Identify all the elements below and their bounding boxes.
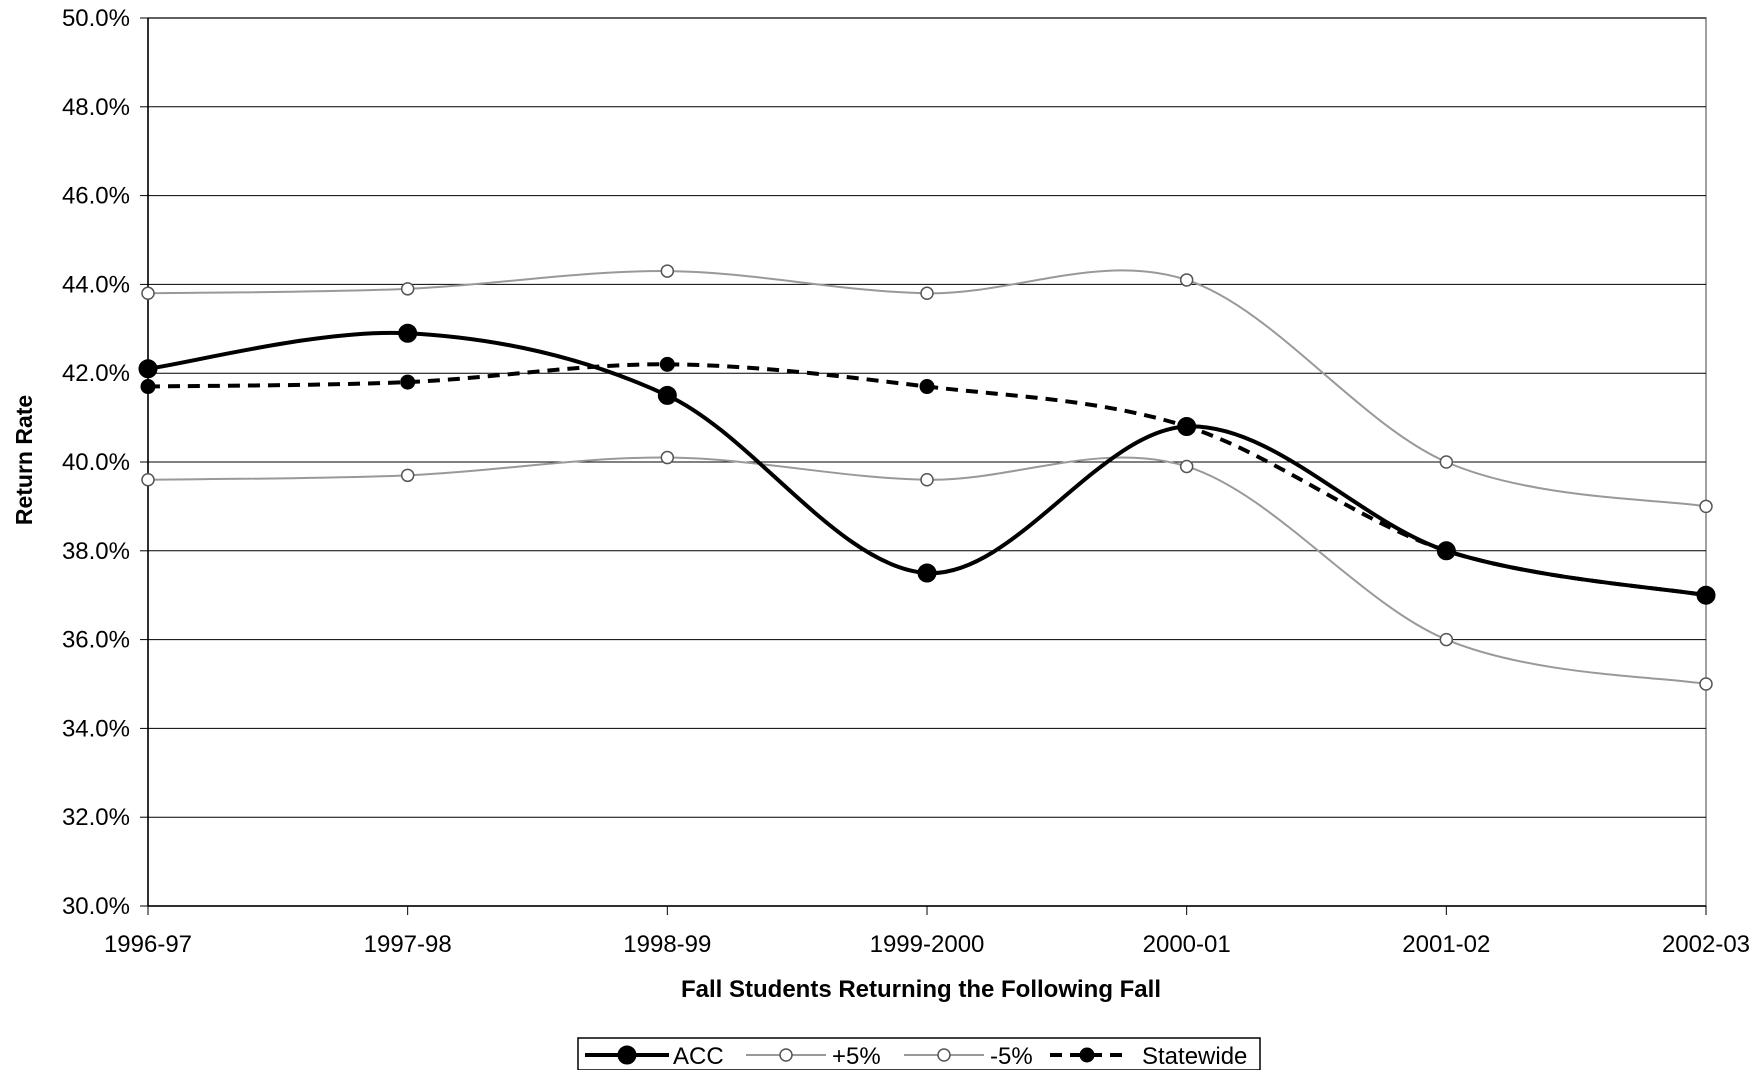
data-point — [141, 473, 155, 487]
data-point — [1177, 416, 1197, 436]
legend-item-5: +5% — [746, 1043, 881, 1070]
data-point — [657, 385, 677, 405]
x-tick-label: 2000-01 — [1143, 931, 1231, 958]
y-tick-label: 44.0% — [62, 271, 130, 298]
x-tick-label: 2002-03 — [1662, 931, 1750, 958]
data-point — [660, 264, 675, 278]
data-point — [919, 379, 935, 395]
y-axis-label: Return Rate — [11, 395, 37, 525]
legend-swatch-marker — [937, 1048, 951, 1062]
gridlines — [147, 17, 1707, 907]
series-lines — [138, 264, 1716, 691]
data-point — [1699, 677, 1713, 691]
data-point — [917, 563, 937, 583]
legend-item-statewide: Statewide — [1050, 1043, 1247, 1070]
x-axis-label: Fall Students Returning the Following Fa… — [681, 976, 1161, 1003]
axes — [140, 17, 1707, 915]
legend-label: +5% — [832, 1043, 881, 1070]
data-point — [1179, 273, 1194, 287]
legend-swatch-marker — [779, 1048, 793, 1062]
series-5 — [141, 450, 1713, 691]
series-line — [147, 330, 1707, 598]
y-tick-label: 48.0% — [62, 94, 130, 121]
data-point — [1696, 585, 1716, 605]
y-tick-label: 36.0% — [62, 627, 130, 654]
legend-label: -5% — [990, 1043, 1033, 1070]
data-point — [1179, 459, 1194, 474]
x-tick-label: 1999-2000 — [870, 931, 985, 958]
series-5 — [141, 264, 1713, 514]
data-point — [1699, 499, 1713, 514]
y-tick-label: 46.0% — [62, 183, 130, 210]
legend-label: ACC — [673, 1043, 724, 1070]
legend-label: Statewide — [1142, 1043, 1247, 1070]
data-point — [659, 356, 675, 372]
data-point — [1439, 455, 1454, 469]
legend-swatch-marker — [617, 1045, 637, 1065]
y-tick-label: 40.0% — [62, 449, 130, 476]
data-point — [400, 282, 415, 296]
series-acc — [138, 323, 1716, 605]
x-tick-label: 1996-97 — [104, 931, 192, 958]
x-tick-label: 1997-98 — [364, 931, 452, 958]
legend-item-acc: ACC — [585, 1043, 724, 1070]
data-point — [400, 468, 415, 483]
data-point — [660, 450, 675, 465]
data-point — [138, 359, 158, 379]
y-tick-label: 32.0% — [62, 804, 130, 831]
x-tick-labels: 1996-97 1997-98 1998-99 1999-2000 2000-01 200… — [104, 931, 1750, 958]
data-point — [140, 379, 156, 395]
x-tick-label: 1998-99 — [623, 931, 711, 958]
legend: ACC +5% -5% Statewide — [577, 1037, 1261, 1071]
y-tick-labels: 30.0% 32.0% 34.0% 36.0% 38.0% 40.0% 42.0% 44.0%… — [62, 5, 130, 920]
y-tick-label: 42.0% — [62, 360, 130, 387]
data-point — [398, 323, 418, 343]
legend-swatch-marker — [1079, 1047, 1095, 1063]
data-point — [1436, 541, 1456, 561]
y-tick-label: 50.0% — [62, 5, 130, 32]
x-tick-label: 2001-02 — [1402, 931, 1490, 958]
y-tick-label: 34.0% — [62, 715, 130, 742]
data-point — [920, 473, 934, 487]
legend-item-5: -5% — [904, 1043, 1033, 1070]
data-point — [920, 286, 934, 301]
data-point — [1439, 632, 1454, 647]
y-tick-label: 38.0% — [62, 538, 130, 565]
data-point — [141, 286, 155, 301]
data-point — [400, 374, 416, 390]
y-tick-label: 30.0% — [62, 893, 130, 920]
